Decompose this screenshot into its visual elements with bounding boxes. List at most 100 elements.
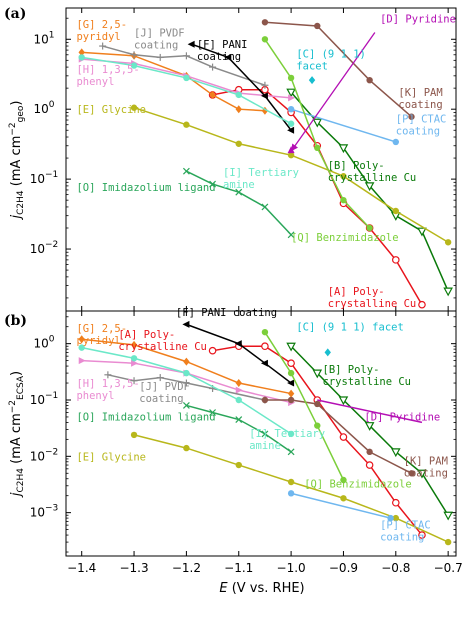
data-point xyxy=(182,320,190,328)
annotation-line: amine xyxy=(249,440,281,452)
y-tick-label: 100 xyxy=(33,335,54,351)
series-annotation: [Q] Benzimidazole xyxy=(304,478,411,490)
annotation-line: [K] PAM xyxy=(398,87,442,99)
y-tick-exponent: −2 xyxy=(45,447,58,457)
y-tick-label: 100 xyxy=(33,100,54,116)
data-point xyxy=(287,396,295,404)
annotation-line: [Q] Benzimidazole xyxy=(304,478,411,490)
data-point xyxy=(261,19,269,26)
y-tick-label: 10−2 xyxy=(30,447,59,463)
y-tick-exponent: 1 xyxy=(49,30,55,40)
y-title-unit: (mA cm xyxy=(9,413,24,468)
annotation-line: pyridyl xyxy=(76,31,120,43)
data-point xyxy=(324,348,331,357)
plot-area xyxy=(78,320,453,546)
x-axis-title-text: E (V vs. RHE) xyxy=(219,581,304,596)
data-point xyxy=(287,478,295,486)
y-title-unit-end: ) xyxy=(9,101,24,106)
series-annotation: [F] PANI coating xyxy=(197,39,248,63)
y-title-subscript: C2H4 xyxy=(16,468,26,493)
series-annotation: [G] 2,5-pyridyl xyxy=(76,323,127,347)
series-E xyxy=(130,431,452,546)
data-point xyxy=(235,386,243,394)
data-point xyxy=(417,469,427,479)
data-point xyxy=(364,182,375,192)
y-tick-base: 10 xyxy=(33,32,48,46)
data-point xyxy=(287,369,295,377)
series-annotation: [A] Poly-crystalline Cu xyxy=(118,329,207,353)
data-point xyxy=(312,118,323,128)
series-annotation: [C] (9 1 1) facet xyxy=(296,322,403,334)
series-annotation: [I] Tertiary amine xyxy=(249,428,325,452)
data-point xyxy=(209,409,217,416)
x-tick-label: −1.0 xyxy=(277,561,306,575)
annotation-line: coating xyxy=(396,125,440,137)
data-point xyxy=(287,389,295,398)
series-annotation: [E] Glycine xyxy=(76,104,146,116)
y-tick-exponent: −3 xyxy=(45,504,58,514)
data-point xyxy=(78,54,85,61)
series-annotation: [K] PAM coating xyxy=(404,455,448,479)
data-point xyxy=(235,379,242,388)
data-point xyxy=(287,120,295,127)
data-point xyxy=(364,422,375,431)
data-point xyxy=(391,256,400,264)
annotation-line: [O] Imidazolium ligand xyxy=(76,182,215,194)
data-point xyxy=(130,355,138,362)
data-point xyxy=(408,470,415,477)
x-tick-label: −1.2 xyxy=(172,561,201,575)
series-annotation: [B] Poly-crystalline Cu xyxy=(323,364,412,388)
data-point xyxy=(417,227,427,237)
series-annotation: [I] Tertiary amine xyxy=(223,167,299,191)
y-tick-label: 10−2 xyxy=(30,240,59,256)
annotation-line: [H] 1,3,5- xyxy=(76,378,139,390)
series-K xyxy=(261,396,415,477)
series-line-G xyxy=(81,51,265,112)
series-Q xyxy=(261,328,347,484)
data-point xyxy=(340,495,347,502)
series-annotation: [B] Poly-crystalline Cu xyxy=(328,160,417,184)
y-tick-exponent: −1 xyxy=(45,391,58,401)
y-tick-label: 10−1 xyxy=(30,391,59,407)
data-point xyxy=(340,196,347,204)
series-annotation: [D] Pyridine xyxy=(380,13,456,25)
annotation-line: [D] Pyridine xyxy=(380,13,456,25)
y-tick-label: 101 xyxy=(33,30,54,46)
y-tick-exponent: −1 xyxy=(45,170,58,180)
data-point xyxy=(78,48,85,57)
data-point xyxy=(392,207,399,215)
series-annotation: [H] 1,3,5-phenyl xyxy=(76,378,139,402)
y-tick-exponent: 0 xyxy=(49,100,55,110)
x-tick-label: −1.4 xyxy=(67,561,96,575)
data-point xyxy=(183,369,190,377)
data-point xyxy=(261,328,269,336)
data-point xyxy=(287,490,295,497)
series-O xyxy=(182,402,295,456)
series-annotation: [F] PANI coating xyxy=(176,307,277,319)
data-point xyxy=(287,448,295,456)
annotation-line: [H] 1,3,5- xyxy=(76,64,139,76)
annotation-line: [G] 2,5- xyxy=(76,323,127,335)
data-point xyxy=(314,400,321,408)
series-annotation: [K] PAM coating xyxy=(398,87,442,111)
data-point xyxy=(286,342,296,352)
annotation-line: crystalline Cu xyxy=(118,341,207,353)
x-tick-label: −0.8 xyxy=(381,561,410,575)
annotation-line: [C] (9 1 1) facet xyxy=(296,322,403,334)
data-point xyxy=(444,538,452,546)
annotation-line: facet xyxy=(296,60,328,72)
data-point xyxy=(287,74,295,82)
y-tick-label: 10−3 xyxy=(30,504,59,520)
data-point xyxy=(182,402,190,409)
annotation-line: pyridyl xyxy=(76,335,120,347)
data-point xyxy=(235,188,243,196)
series-E xyxy=(130,104,452,246)
data-point xyxy=(314,422,321,429)
annotation-line: crystalline Cu xyxy=(328,172,417,184)
data-point xyxy=(392,138,399,146)
annotation-line: [B] Poly- xyxy=(328,160,385,172)
data-point xyxy=(78,357,86,365)
y-tick-base: 10 xyxy=(30,393,45,407)
data-point xyxy=(182,167,190,175)
